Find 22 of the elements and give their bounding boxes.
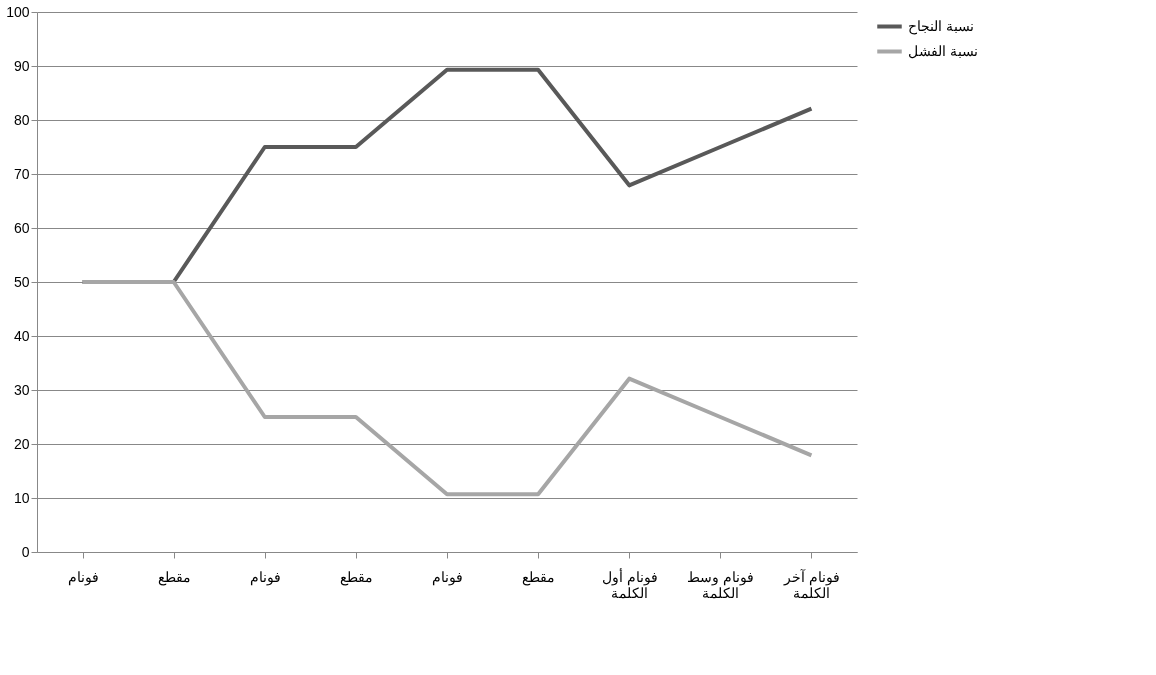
y-tick-label: 0 [21, 543, 30, 560]
x-tick-label: فونام [432, 568, 463, 586]
x-tick-label: مقطع [157, 568, 191, 586]
y-tick-label: 80 [13, 111, 30, 128]
y-tick-label: 90 [13, 57, 30, 74]
y-tick-label: 60 [13, 219, 30, 236]
x-tick-label: مقطع [339, 568, 373, 586]
y-tick-label: 20 [13, 435, 30, 452]
y-tick-label: 100 [6, 3, 30, 20]
y-tick-label: 40 [13, 327, 30, 344]
legend-label: نسبة النجاح [908, 17, 974, 35]
legend-label: نسبة الفشل [908, 42, 978, 59]
y-tick-label: 50 [13, 273, 30, 290]
y-tick-label: 30 [13, 381, 30, 398]
x-tick-label: فونام [67, 568, 99, 586]
x-tick-label: فونام وسط الكلمة [687, 568, 755, 601]
x-tick-label: فونام [249, 568, 281, 586]
y-tick-label: 70 [13, 165, 30, 182]
x-tick-label: فونام آخر الكلمة [783, 567, 840, 601]
x-tick-label: مقطع [522, 568, 556, 586]
y-tick-label: 10 [13, 489, 30, 506]
x-tick-label: فونام أول الكلمة [601, 566, 658, 601]
